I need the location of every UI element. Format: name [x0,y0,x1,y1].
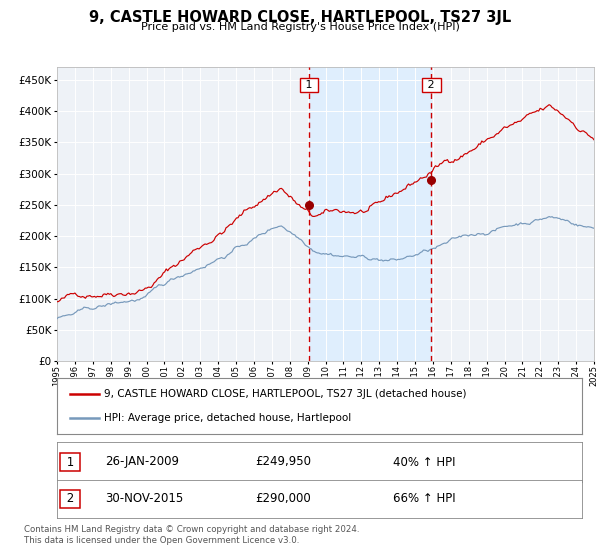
Text: 26-JAN-2009: 26-JAN-2009 [105,455,179,469]
Text: £249,950: £249,950 [255,455,311,469]
Text: Contains HM Land Registry data © Crown copyright and database right 2024.
This d: Contains HM Land Registry data © Crown c… [24,525,359,545]
Text: Price paid vs. HM Land Registry's House Price Index (HPI): Price paid vs. HM Land Registry's House … [140,22,460,32]
Text: 40% ↑ HPI: 40% ↑ HPI [393,455,455,469]
Bar [309,67,431,361]
Text: 9, CASTLE HOWARD CLOSE, HARTLEPOOL, TS27 3JL: 9, CASTLE HOWARD CLOSE, HARTLEPOOL, TS27… [89,10,511,25]
Text: 1: 1 [62,455,77,469]
Text: HPI: Average price, detached house, Hartlepool: HPI: Average price, detached house, Hart… [104,413,352,423]
Text: 2: 2 [424,81,439,90]
Text: 30-NOV-2015: 30-NOV-2015 [105,492,183,506]
Text: 66% ↑ HPI: 66% ↑ HPI [393,492,455,506]
Text: £290,000: £290,000 [255,492,311,506]
Text: 2: 2 [62,492,77,506]
Text: 1: 1 [302,81,316,90]
Text: 9, CASTLE HOWARD CLOSE, HARTLEPOOL, TS27 3JL (detached house): 9, CASTLE HOWARD CLOSE, HARTLEPOOL, TS27… [104,389,467,399]
